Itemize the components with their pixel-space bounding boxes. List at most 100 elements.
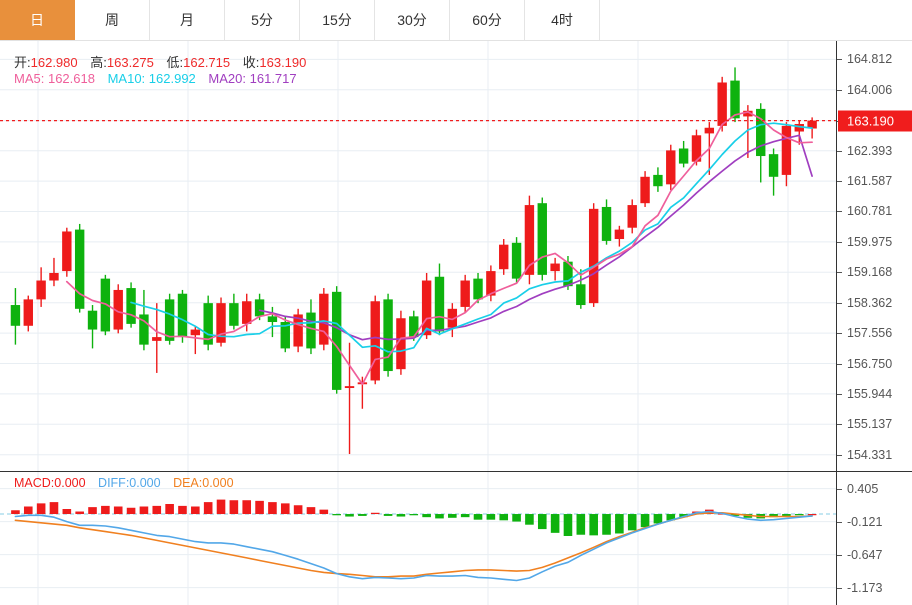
tab-label: 15分 [322, 12, 352, 28]
macd-histogram-bar [396, 514, 406, 517]
macd-histogram-bar [345, 514, 354, 517]
macd-histogram-bar [383, 514, 393, 516]
price-plot-area[interactable] [0, 41, 836, 471]
macd-tick-label: -0.647 [847, 547, 883, 562]
macd-histogram-bar [36, 503, 46, 515]
macd-histogram-bar [191, 506, 200, 515]
tab-30分[interactable]: 30分 [375, 0, 450, 40]
macd-histogram-bar [409, 514, 419, 516]
tab-5分[interactable]: 5分 [225, 0, 300, 40]
macd-histogram-bar [306, 507, 316, 515]
price-tick-mark [837, 241, 842, 243]
price-tick-label: 164.812 [847, 52, 893, 67]
macd-histogram-bar [602, 514, 611, 535]
macd-histogram-bar [794, 514, 804, 516]
price-tick-mark [837, 59, 842, 61]
macd-histogram-bar [216, 499, 226, 515]
tab-label: 4时 [551, 12, 573, 28]
macd-tick-label: 0.405 [847, 481, 879, 496]
macd-histogram-bar [293, 505, 303, 515]
candlestick [653, 167, 663, 192]
price-tick-mark [837, 333, 842, 335]
macd-histogram-bar [88, 507, 97, 515]
macd-histogram-bar [550, 514, 560, 533]
macd-histogram-bar [319, 509, 329, 515]
macd-histogram-bar [499, 514, 509, 521]
macd-histogram-bar [537, 514, 547, 530]
candlestick [319, 288, 329, 351]
candlestick [396, 310, 406, 375]
macd-histogram-bar [113, 506, 123, 515]
candlestick [113, 284, 123, 334]
tab-4时[interactable]: 4时 [525, 0, 600, 40]
macd-histogram-bar [49, 502, 59, 515]
candlestick [62, 227, 72, 277]
price-tick-label: 159.975 [847, 234, 893, 249]
ma5-line [65, 111, 813, 386]
candlestick [177, 289, 188, 343]
macd-histogram-bar [486, 514, 496, 520]
macd-histogram-bar [280, 503, 290, 515]
candlestick [152, 303, 162, 373]
tab-日[interactable]: 日 [0, 0, 75, 40]
macd-histogram-bar [422, 514, 431, 518]
tab-月[interactable]: 月 [150, 0, 225, 40]
macd-histogram-bar [589, 514, 598, 536]
macd-histogram-bar [782, 514, 791, 516]
candlestick [627, 199, 637, 234]
macd-histogram-bar [178, 505, 187, 515]
tab-60分[interactable]: 60分 [450, 0, 525, 40]
price-tick-label: 158.362 [847, 295, 893, 310]
ma10-line [130, 122, 813, 353]
macd-histogram-bar [627, 514, 637, 531]
candlestick [781, 122, 792, 187]
macd-tick-mark [837, 554, 842, 556]
tab-label: 月 [180, 12, 194, 28]
tab-label: 日 [30, 12, 44, 28]
current-price-badge: 163.190 [838, 110, 912, 132]
price-tick-mark [837, 181, 842, 183]
candlestick [550, 257, 560, 281]
tab-15分[interactable]: 15分 [300, 0, 375, 40]
macd-histogram-bar [165, 504, 174, 515]
macd-histogram-bar [101, 505, 110, 515]
candlestick [267, 306, 278, 338]
candlestick [768, 148, 779, 196]
price-tick-mark [837, 272, 842, 274]
dea-line [14, 511, 813, 578]
candlestick [370, 295, 380, 385]
macd-histogram-bar [563, 514, 573, 536]
macd-histogram-bar [152, 505, 162, 515]
tab-label: 30分 [397, 12, 427, 28]
macd-plot-area[interactable] [0, 472, 836, 605]
price-tick-mark [837, 89, 842, 91]
macd-histogram-bar [769, 514, 778, 518]
price-tick-label: 160.781 [847, 204, 893, 219]
macd-histogram-bar [435, 514, 444, 519]
macd-histogram-bar [460, 514, 470, 518]
candlestick [601, 199, 612, 245]
candlestick [36, 267, 46, 307]
candlestick [383, 293, 393, 377]
macd-histogram-bar [332, 514, 341, 516]
macd-histogram-bar [640, 514, 650, 528]
tab-label: 5分 [251, 12, 273, 28]
price-tick-mark [837, 211, 842, 213]
macd-panel: 0.405 -0.121 -0.647 -1.173 [0, 471, 912, 605]
candlestick [344, 342, 355, 455]
candlestick [126, 282, 136, 328]
macd-histogram-bar [525, 514, 534, 525]
candlestick [203, 295, 213, 351]
candlestick [588, 203, 599, 307]
price-tick-mark [837, 454, 842, 456]
macd-histogram-bar [23, 506, 33, 515]
candlestick [743, 105, 753, 158]
candlestick [537, 197, 547, 281]
tab-周[interactable]: 周 [75, 0, 150, 40]
macd-histogram-bar [666, 514, 676, 521]
macd-histogram-bar [615, 514, 624, 534]
candlestick [614, 225, 625, 247]
macd-histogram-bar [126, 507, 136, 515]
macd-histogram-bar [370, 512, 380, 515]
candlestick [306, 299, 316, 355]
